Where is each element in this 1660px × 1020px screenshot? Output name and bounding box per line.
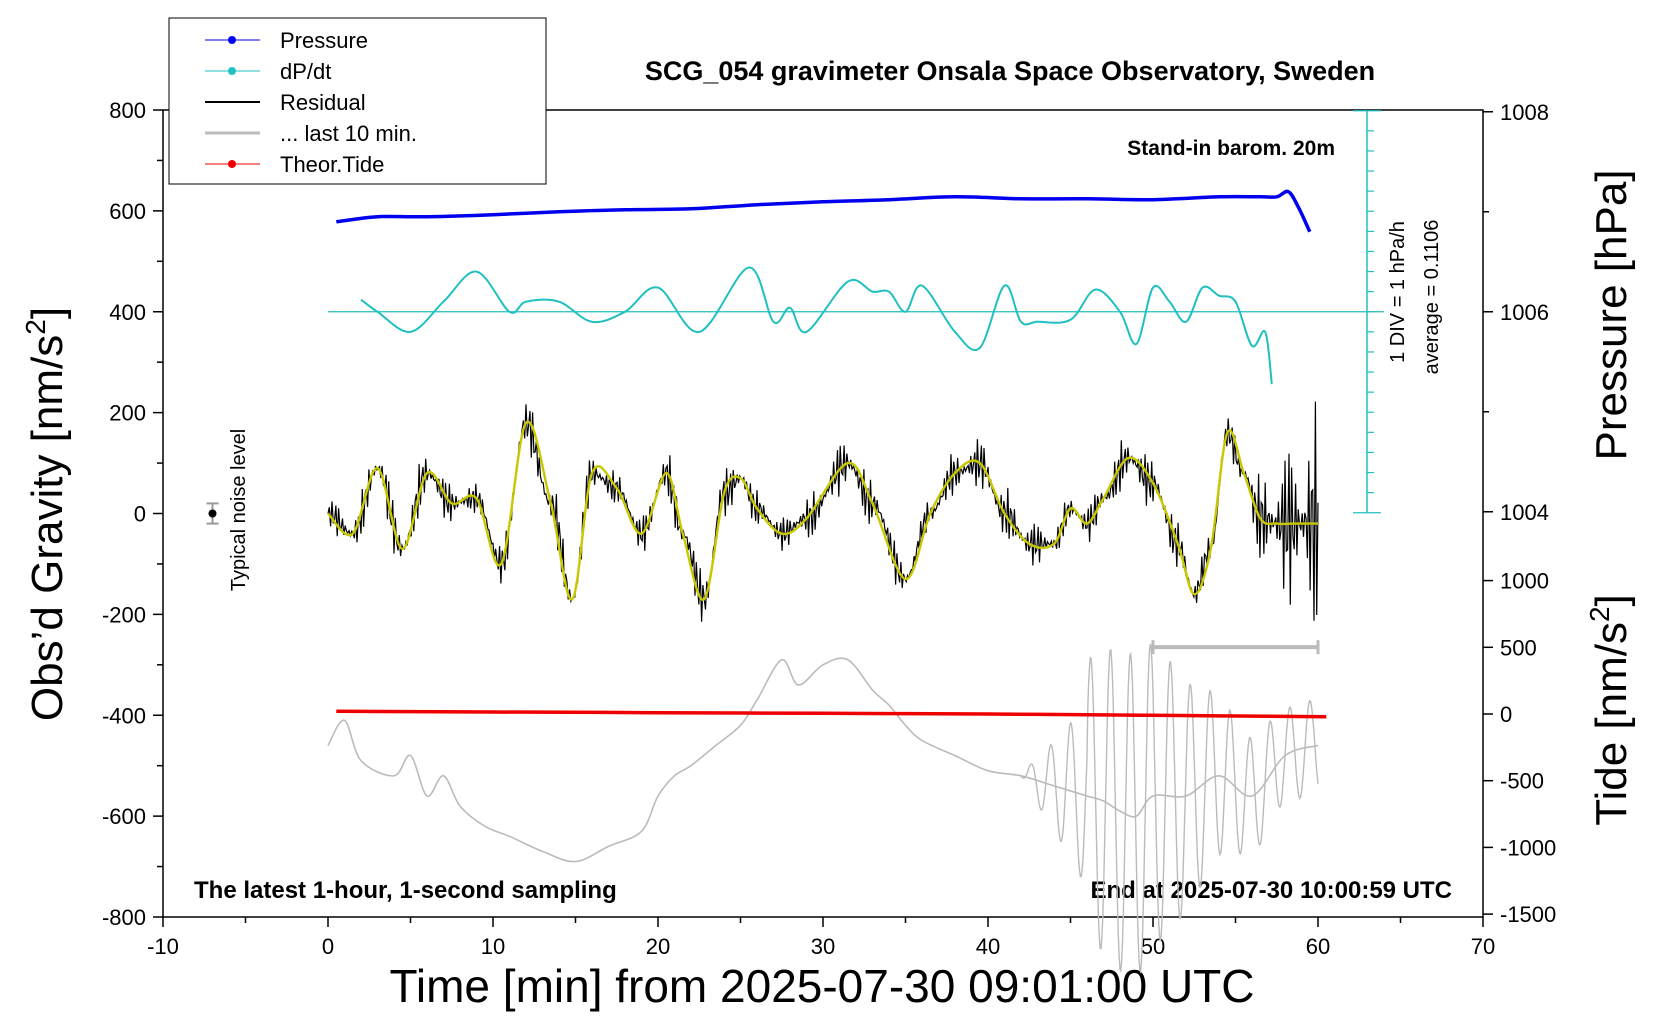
y-tick-label-pressure: 1004 [1500,500,1549,525]
noise-note: Typical noise level [228,429,250,591]
y-axis-title-gravity: Obs’d Gravity [nm/s2] [20,307,72,721]
y-axis-title-gravity-sup: 2 [20,319,51,335]
y-tick-label-tide: -500 [1500,769,1544,794]
y-tick-label-gravity: 0 [134,502,146,527]
bottom-right-note: End at 2025-07-30 10:00:59 UTC [1091,877,1453,904]
y-tick-label-tide: -1000 [1500,835,1556,860]
x-tick-label: 40 [976,934,1000,959]
y-axis-title-tide-close: ] [1587,594,1636,606]
series-theor-tide [336,709,1327,719]
y-axis-title-tide: Tide [nm/s2] [1584,594,1636,826]
series-residual-smoothed [327,420,1318,601]
y-tick-label-gravity: -800 [102,905,146,930]
legend-label: Theor.Tide [280,152,384,177]
bottom-left-note: The latest 1-hour, 1-second sampling [194,877,617,904]
series-dpdt [360,266,1273,385]
x-tick-label: 10 [481,934,505,959]
x-tick-label: 50 [1141,934,1165,959]
x-axis-title: Time [min] from 2025-07-30 09:01:00 UTC [390,960,1255,1012]
y-tick-label-tide: 0 [1500,702,1512,727]
y-tick-label-gravity: 400 [109,300,146,325]
x-tick-label: 20 [646,934,670,959]
series-pressure [336,189,1312,233]
barometer-note: Stand-in barom. 20m [1127,137,1335,160]
axes-group: -10 0 10 20 30 40 50 60 70 800 600 400 200 0 -200 -400 -… [102,98,1556,959]
series-last10-min-oscillation [1020,643,1319,975]
series-group [206,110,1384,975]
dpdt-average-note: average = 0.1106 [1421,220,1443,375]
y-tick-label-gravity: 600 [109,199,146,224]
y-tick-label-pressure: 1008 [1500,100,1549,125]
y-tick-label-gravity: -200 [102,602,146,627]
y-axis-title-tide-sup: 2 [1584,606,1615,622]
y-axis-title-tide-main: Tide [nm/s [1587,622,1636,826]
y-tick-label-gravity: 200 [109,401,146,426]
noise-point [208,509,217,518]
y-tick-label-tide: 1000 [1500,569,1549,594]
x-tick-label: 0 [322,934,334,959]
y-tick-label-gravity: -600 [102,804,146,829]
x-tick-label: 60 [1306,934,1330,959]
x-tick-label: 30 [811,934,835,959]
y-axis-title-gravity-close: ] [23,307,72,319]
y-tick-label-tide: 500 [1500,635,1537,660]
x-tick-label: 70 [1471,934,1495,959]
chart-title: SCG_054 gravimeter Onsala Space Observat… [645,56,1375,86]
legend-marker [228,67,236,75]
legend-label: dP/dt [280,59,331,84]
legend-marker [228,160,236,168]
legend-label: Pressure [280,28,368,53]
series-last10-min [327,657,1319,863]
y-axis-title-pressure: Pressure [hPa] [1587,169,1636,460]
y-axis-title-gravity-main: Obs’d Gravity [nm/s [23,335,72,721]
series-residual [327,401,1319,622]
legend: Pressure dP/dt Residual ... last 10 min. The… [168,17,547,185]
y-tick-label-tide: -1500 [1500,902,1556,927]
legend-label: ... last 10 min. [280,121,417,146]
x-tick-label: -10 [147,934,179,959]
legend-label: Residual [280,90,366,115]
dpdt-scale-note: 1 DIV = 1 hPa/h [1387,221,1409,363]
legend-marker [228,36,236,44]
y-tick-label-pressure: 1006 [1500,300,1549,325]
y-tick-label-gravity: -400 [102,703,146,728]
y-tick-label-gravity: 800 [109,98,146,123]
